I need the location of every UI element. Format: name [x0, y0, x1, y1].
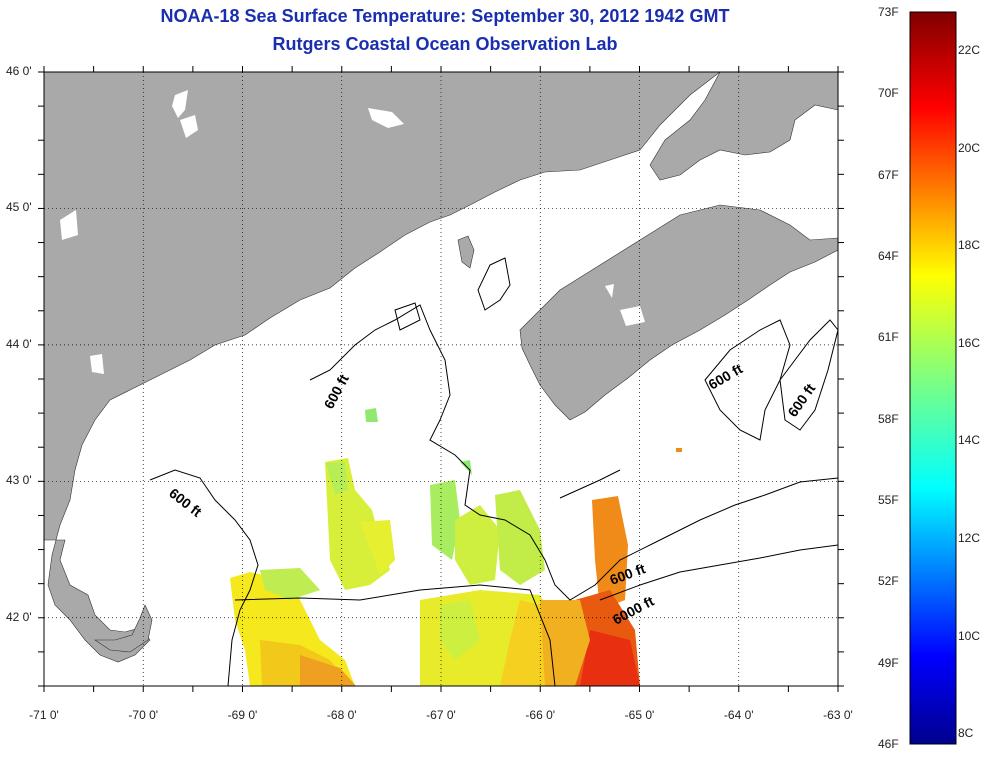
colorbar-label-f: 49F — [878, 655, 899, 670]
lon-label: -68 0' — [326, 708, 357, 722]
lat-label: 44 0' — [6, 336, 32, 351]
land-nova-scotia — [519, 204, 838, 421]
lake — [60, 210, 78, 240]
lake — [172, 90, 188, 118]
colorbar-label-f: 61F — [878, 330, 899, 345]
lon-label: -66 0' — [525, 708, 556, 722]
lat-label: 45 0' — [6, 200, 32, 215]
land-mainland — [44, 72, 721, 663]
lat-label: 43 0' — [6, 473, 32, 488]
colorbar-label-f: 73F — [878, 5, 899, 19]
lon-label: -71 0' — [29, 708, 59, 722]
colorbar-label-f: 70F — [878, 86, 899, 101]
colorbar-label-c: 18C — [958, 238, 981, 253]
land-new-brunswick — [649, 72, 838, 181]
lon-label: -63 0' — [823, 708, 853, 722]
lon-label: -70 0' — [128, 708, 159, 722]
lat-label: 42 0' — [6, 609, 32, 624]
sst-data — [230, 408, 682, 686]
colorbar-label-f: 46F — [878, 737, 899, 751]
colorbar-label-c: 12C — [958, 530, 981, 545]
colorbar-label-c: 8C — [958, 726, 974, 741]
colorbar-label-f: 55F — [878, 493, 899, 507]
colorbar-label-c: 10C — [958, 628, 981, 643]
colorbar-label-f: 64F — [878, 249, 899, 263]
map-subtitle: Rutgers Coastal Ocean Observation Lab — [272, 34, 618, 54]
colorbar-label-f: 58F — [878, 411, 899, 426]
map-title: NOAA-18 Sea Surface Temperature: Septemb… — [160, 6, 730, 26]
map-ticks — [38, 66, 844, 692]
colorbar-label-c: 20C — [958, 140, 981, 155]
lake — [90, 354, 104, 374]
colorbar-label-f: 67F — [878, 167, 899, 182]
lake — [368, 108, 404, 128]
lake — [180, 115, 198, 138]
lon-label: -65 0' — [624, 708, 655, 722]
depth-contours — [149, 257, 838, 686]
lon-label: -64 0' — [723, 708, 754, 722]
lon-label: -69 0' — [227, 708, 258, 722]
lake — [605, 284, 614, 298]
lake — [620, 306, 645, 326]
land-cape-cod — [94, 604, 153, 653]
colorbar-label-c: 22C — [958, 42, 981, 57]
lat-label: 46 0' — [6, 64, 32, 78]
colorbar — [909, 11, 957, 745]
colorbar-label-f: 52F — [878, 574, 899, 589]
lon-label: -67 0' — [426, 708, 456, 722]
colorbar-label-c: 16C — [958, 335, 981, 350]
land-grand-manan — [457, 235, 475, 269]
colorbar-label-c: 14C — [958, 433, 981, 448]
